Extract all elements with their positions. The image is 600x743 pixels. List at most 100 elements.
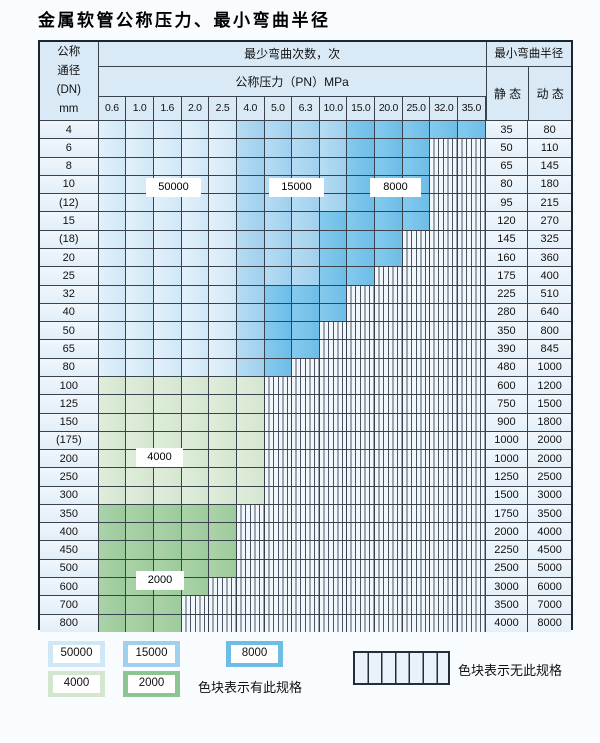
cycle-cell (153, 285, 182, 303)
static-value: 95 (485, 194, 529, 212)
dn-cell: 500 (40, 559, 99, 578)
static-value: 3000 (485, 578, 529, 596)
dn-cell: 125 (40, 395, 99, 413)
static-value: 900 (485, 413, 529, 431)
cycle-cell (98, 614, 127, 632)
static-value: 65 (485, 157, 529, 175)
cycle-cell (236, 303, 265, 322)
cycle-cell (209, 121, 237, 139)
cycle-cell (181, 322, 210, 340)
table-row: 125 750 1500 (40, 394, 571, 413)
table-row: 32 225 510 (40, 284, 571, 303)
dn-cell: 32 (40, 285, 99, 303)
cycle-cell (292, 468, 320, 486)
cycle-cell (430, 139, 459, 157)
cycle-cell (292, 450, 320, 468)
cycle-cell (98, 559, 127, 578)
dn-cell: (18) (40, 230, 99, 248)
cycle-cell (402, 157, 431, 175)
cycle-label-overlay: 4000 (136, 448, 183, 467)
legend-chip-row-2: 4000 2000 色块表示有此规格 (48, 671, 302, 705)
cycle-cell (98, 431, 127, 450)
cycle-cell (181, 121, 210, 139)
static-value: 390 (485, 340, 529, 358)
cycle-cell (126, 248, 154, 267)
cycle-cell (375, 614, 403, 632)
cycle-cell (126, 303, 154, 322)
cycle-cell (347, 596, 376, 614)
cycle-cell (126, 541, 154, 559)
table-row: 6 50 110 (40, 138, 571, 157)
table-row: 65 390 845 (40, 339, 571, 358)
cycle-cell (375, 504, 403, 523)
corner-line-3: (DN) (56, 84, 81, 96)
cycle-cell (430, 431, 459, 450)
cycle-cell (236, 523, 265, 541)
cycle-cell (209, 248, 237, 267)
cycle-cell (209, 578, 237, 596)
table-row: 300 1500 3000 (40, 485, 571, 504)
cycle-cell (402, 395, 431, 413)
cycle-cell (98, 504, 127, 523)
table-row: 400 2000 4000 (40, 522, 571, 541)
cycle-cell (98, 450, 127, 468)
cycle-cell (430, 376, 459, 395)
cycle-cell (430, 230, 459, 248)
cycle-cell (181, 578, 210, 596)
cycle-cell (458, 468, 486, 486)
cycle-cell (430, 267, 459, 285)
cycle-cell (264, 212, 293, 230)
legend-chip-value: 15000 (128, 645, 175, 663)
cycle-cell (319, 322, 348, 340)
cycle-cell (375, 468, 403, 486)
cycle-cell (319, 541, 348, 559)
dynamic-header: 动 态 (536, 87, 564, 101)
cycle-cell (458, 175, 486, 194)
cycle-cell (209, 340, 237, 358)
cycle-cell (292, 395, 320, 413)
pressure-column-label: 6.3 (292, 97, 320, 120)
cycle-cell (98, 139, 127, 157)
pressure-column-label: 2.0 (182, 97, 210, 120)
cycle-cell (375, 303, 403, 322)
dynamic-value: 360 (528, 248, 571, 267)
cycle-cell (375, 395, 403, 413)
cycle-cell (319, 267, 348, 285)
cycle-cell (209, 230, 237, 248)
cycle-cell (126, 504, 154, 523)
cycle-cell (292, 121, 320, 139)
cycle-cell (402, 504, 431, 523)
table-row: 150 900 1800 (40, 412, 571, 431)
corner-line-2: 通径 (57, 65, 81, 77)
pressure-header: 公称压力（PN）MPa (98, 67, 486, 97)
cycle-cell (319, 175, 348, 194)
cycle-cell (236, 614, 265, 632)
cycle-cell (209, 358, 237, 376)
cycle-cell (347, 230, 376, 248)
cycle-cell (209, 504, 237, 523)
cycle-cell (347, 212, 376, 230)
cycle-cell (98, 596, 127, 614)
cycle-cell (181, 504, 210, 523)
cycle-cell (458, 431, 486, 450)
dn-cell: 600 (40, 578, 99, 596)
cycle-cell (264, 596, 293, 614)
cycle-cell (209, 139, 237, 157)
cycle-cell (402, 322, 431, 340)
cycle-cell (347, 541, 376, 559)
cycle-cell (402, 596, 431, 614)
cycle-cell (458, 322, 486, 340)
dn-cell: 20 (40, 248, 99, 267)
cycle-cell (264, 340, 293, 358)
dynamic-value: 1500 (528, 395, 571, 413)
dn-cell: 15 (40, 212, 99, 230)
pressure-column-label: 10.0 (320, 97, 348, 120)
cycle-cell (126, 285, 154, 303)
cycle-cell (430, 468, 459, 486)
cycle-cell (126, 267, 154, 285)
static-value: 120 (485, 212, 529, 230)
cycle-cell (292, 614, 320, 632)
cycle-cell (181, 596, 210, 614)
cycle-cell (264, 450, 293, 468)
cycle-cell (209, 285, 237, 303)
